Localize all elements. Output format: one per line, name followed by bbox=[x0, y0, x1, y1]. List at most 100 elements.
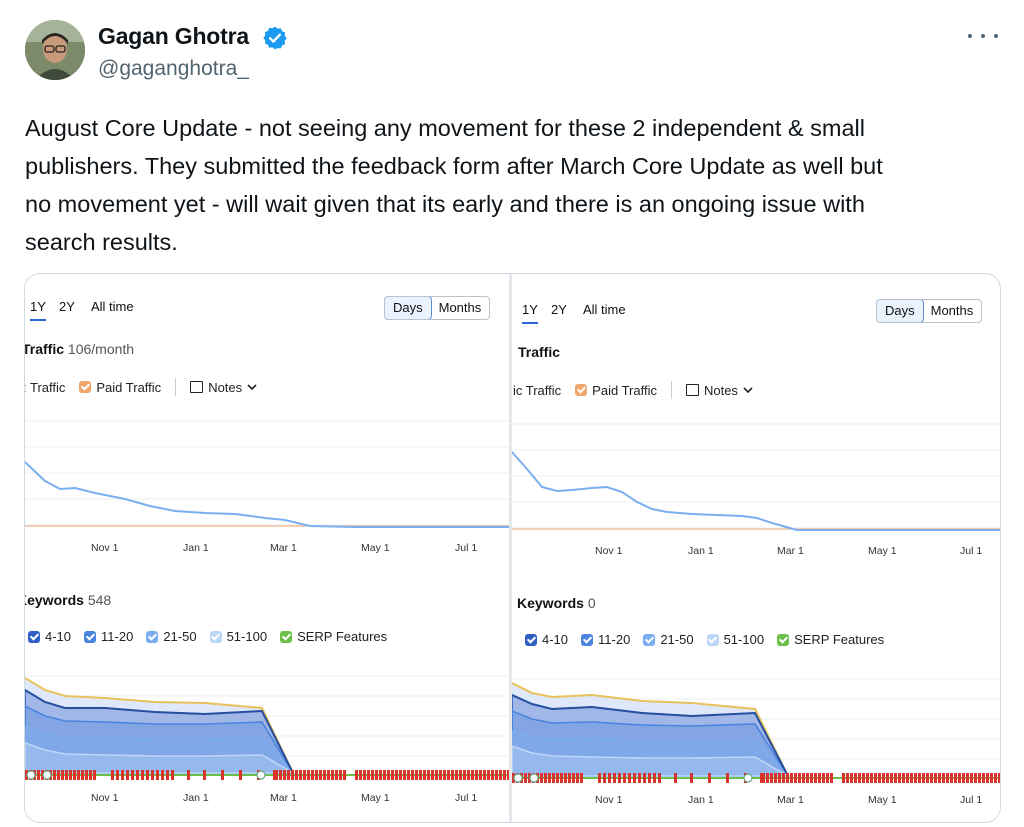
days-button[interactable]: Days bbox=[385, 297, 432, 319]
checkbox-icon[interactable] bbox=[525, 633, 537, 646]
serp-marker bbox=[403, 770, 406, 780]
serp-marker bbox=[73, 770, 76, 780]
legend-traffic[interactable]: : Traffic bbox=[25, 379, 66, 395]
serp-marker bbox=[203, 770, 206, 780]
keyword-legend-label[interactable]: 51-100 bbox=[226, 629, 268, 644]
keyword-legend-label[interactable]: 11-20 bbox=[598, 632, 631, 647]
serp-marker bbox=[882, 773, 885, 783]
serp-marker bbox=[870, 773, 873, 783]
months-button[interactable]: Months bbox=[438, 300, 482, 315]
granularity-toggle: Days Months bbox=[384, 296, 491, 320]
keywords-tick-label: May 1 bbox=[868, 794, 897, 806]
serp-marker bbox=[810, 773, 813, 783]
tweet-text: August Core Update - not seeing any move… bbox=[25, 115, 883, 255]
traffic-value: 106/month bbox=[67, 341, 135, 357]
more-options-icon[interactable] bbox=[968, 26, 998, 46]
serp-marker bbox=[958, 773, 961, 783]
serp-marker bbox=[395, 770, 398, 780]
serp-marker bbox=[391, 770, 394, 780]
serp-marker-circle bbox=[513, 773, 523, 783]
range-2y[interactable]: 2Y bbox=[551, 302, 567, 317]
serp-marker bbox=[69, 770, 72, 780]
range-2y[interactable]: 2Y bbox=[59, 299, 75, 314]
keywords-tick-label: Nov 1 bbox=[91, 792, 119, 804]
serp-marker bbox=[495, 770, 498, 780]
serp-marker bbox=[994, 773, 997, 783]
checkbox-icon[interactable] bbox=[146, 630, 159, 643]
days-button[interactable]: Days bbox=[877, 300, 924, 322]
serp-marker bbox=[798, 773, 801, 783]
keyword-legend-label[interactable]: SERP Features bbox=[297, 629, 388, 644]
granularity-toggle: Days Months bbox=[876, 299, 983, 323]
keyword-legend-label[interactable]: 51-100 bbox=[723, 632, 765, 647]
legend-paid-traffic[interactable]: Paid Traffic bbox=[592, 382, 657, 398]
serp-marker bbox=[435, 770, 438, 780]
serp-marker bbox=[116, 770, 119, 780]
legend-paid-traffic[interactable]: Paid Traffic bbox=[96, 379, 162, 395]
serp-marker bbox=[187, 770, 190, 780]
notes-button[interactable]: Notes bbox=[208, 379, 243, 395]
serp-marker bbox=[930, 773, 933, 783]
serp-marker bbox=[126, 770, 129, 780]
serp-marker bbox=[335, 770, 338, 780]
serp-marker bbox=[363, 770, 366, 780]
serp-marker-circle bbox=[256, 770, 266, 780]
avatar[interactable] bbox=[25, 20, 85, 80]
checkbox-icon[interactable] bbox=[706, 633, 719, 646]
notes-button[interactable]: Notes bbox=[703, 382, 738, 398]
keywords-title: Keywords bbox=[517, 595, 584, 611]
keyword-legend-label[interactable]: 21-50 bbox=[660, 632, 694, 647]
serp-marker bbox=[572, 773, 575, 783]
months-button[interactable]: Months bbox=[930, 303, 974, 318]
serp-marker-circle bbox=[743, 773, 753, 783]
range-all-time[interactable]: All time bbox=[91, 299, 134, 314]
serp-marker bbox=[431, 770, 434, 780]
serp-marker bbox=[471, 770, 474, 780]
traffic-heading: Traffic bbox=[518, 344, 560, 360]
serp-marker bbox=[93, 770, 96, 780]
keywords-top-line bbox=[25, 677, 294, 774]
serp-marker bbox=[37, 770, 40, 780]
keyword-legend-label[interactable]: SERP Features bbox=[794, 632, 885, 647]
serp-marker bbox=[315, 770, 318, 780]
serp-marker bbox=[379, 770, 382, 780]
serp-marker bbox=[540, 773, 543, 783]
checkbox-icon[interactable] bbox=[79, 381, 92, 393]
author-name[interactable]: Gagan Ghotra bbox=[98, 23, 249, 49]
legend-traffic[interactable]: ic Traffic bbox=[513, 382, 562, 398]
checkbox-icon[interactable] bbox=[28, 630, 40, 643]
checkbox-icon[interactable] bbox=[84, 630, 97, 643]
serp-marker bbox=[818, 773, 821, 783]
serp-marker bbox=[638, 773, 641, 783]
checkbox-icon[interactable] bbox=[209, 630, 222, 643]
serp-marker bbox=[171, 770, 174, 780]
serp-marker bbox=[576, 773, 579, 783]
checkbox-icon[interactable] bbox=[581, 633, 594, 646]
checkbox-icon[interactable] bbox=[280, 630, 293, 643]
author-handle[interactable]: @gaganghotra_ bbox=[98, 57, 249, 80]
serp-marker bbox=[866, 773, 869, 783]
serp-marker bbox=[826, 773, 829, 783]
keyword-legend-label[interactable]: 4-10 bbox=[542, 632, 569, 647]
traffic-tick-label: Mar 1 bbox=[270, 542, 297, 554]
keyword-legend-label[interactable]: 21-50 bbox=[163, 629, 197, 644]
chevron-down-icon bbox=[743, 387, 753, 394]
serp-marker bbox=[455, 770, 458, 780]
checkbox-icon[interactable] bbox=[777, 633, 790, 646]
checkbox-icon[interactable] bbox=[575, 384, 588, 396]
range-1y[interactable]: 1Y bbox=[30, 299, 46, 314]
traffic-tick-label: Mar 1 bbox=[777, 545, 804, 557]
keyword-legend-label[interactable]: 11-20 bbox=[101, 629, 134, 644]
serp-marker bbox=[898, 773, 901, 783]
serp-marker bbox=[387, 770, 390, 780]
range-1y[interactable]: 1Y bbox=[522, 302, 538, 317]
serp-marker bbox=[343, 770, 346, 780]
serp-marker bbox=[623, 773, 626, 783]
serp-marker bbox=[568, 773, 571, 783]
serp-marker bbox=[552, 773, 555, 783]
serp-marker bbox=[990, 773, 993, 783]
checkbox-icon[interactable] bbox=[643, 633, 656, 646]
range-all-time[interactable]: All time bbox=[583, 302, 626, 317]
tweet-media[interactable]: 1Y 2Y All time Days Months Traffic 106/m… bbox=[24, 273, 1001, 823]
keyword-legend-label[interactable]: 4-10 bbox=[45, 629, 72, 644]
